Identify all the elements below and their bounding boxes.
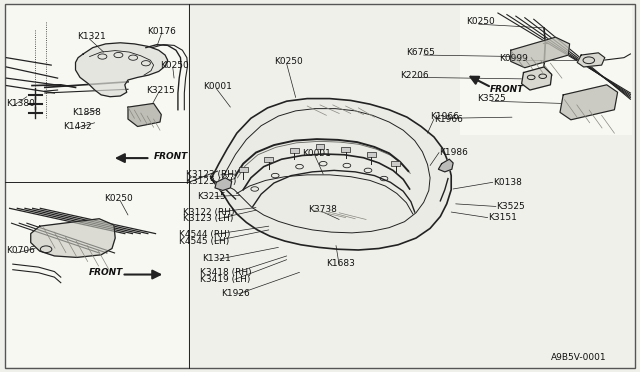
Text: K1432: K1432 (63, 122, 92, 131)
Text: K1321: K1321 (77, 32, 106, 41)
Text: K1986: K1986 (439, 148, 468, 157)
Text: K6765: K6765 (406, 48, 435, 57)
Text: K0001: K0001 (302, 149, 331, 158)
Polygon shape (522, 67, 552, 90)
Text: K0706: K0706 (6, 246, 35, 255)
Bar (6, 182, 188, 367)
Text: K3151: K3151 (488, 213, 516, 222)
Text: K1966: K1966 (434, 115, 463, 124)
Text: K2206: K2206 (400, 71, 429, 80)
Text: K1926: K1926 (221, 289, 250, 298)
Text: K0001: K0001 (204, 82, 232, 91)
Text: K0250: K0250 (466, 17, 495, 26)
Text: FRONT: FRONT (490, 85, 524, 94)
Polygon shape (128, 103, 161, 126)
Bar (391, 161, 400, 166)
Text: K4545 (LH): K4545 (LH) (179, 237, 230, 246)
Text: K3418 (RH): K3418 (RH) (200, 268, 252, 277)
Text: K4544 (RH): K4544 (RH) (179, 230, 230, 239)
Bar (341, 147, 350, 152)
Bar (367, 152, 376, 157)
Text: FRONT: FRONT (88, 268, 123, 277)
Polygon shape (31, 219, 115, 257)
Text: K1966: K1966 (430, 112, 459, 121)
Text: K0138: K0138 (493, 178, 522, 187)
Text: K3123 (LH): K3123 (LH) (186, 177, 236, 186)
Polygon shape (76, 43, 168, 97)
Text: K0250: K0250 (160, 61, 189, 70)
Text: K0999: K0999 (499, 54, 528, 62)
Text: K3215: K3215 (197, 192, 226, 201)
Text: K1858: K1858 (72, 108, 100, 117)
Text: K3525: K3525 (477, 94, 506, 103)
Text: K3122 (RH): K3122 (RH) (186, 170, 237, 179)
Polygon shape (577, 53, 605, 67)
Text: K0176: K0176 (147, 27, 176, 36)
Bar (264, 157, 273, 162)
Polygon shape (560, 85, 618, 120)
Polygon shape (211, 99, 451, 250)
Text: K3525: K3525 (496, 202, 525, 211)
Bar (460, 4, 632, 135)
Bar (290, 148, 299, 153)
Text: A9B5V-0001: A9B5V-0001 (552, 353, 607, 362)
Bar (6, 4, 188, 182)
Text: K3738: K3738 (308, 205, 337, 214)
Polygon shape (438, 159, 453, 172)
Text: K3123 (LH): K3123 (LH) (183, 214, 234, 223)
Text: FRONT: FRONT (154, 152, 188, 161)
Polygon shape (215, 178, 232, 190)
Bar (239, 167, 248, 172)
Bar (316, 144, 324, 149)
Text: K3419 (LH): K3419 (LH) (200, 275, 250, 284)
Text: K1321: K1321 (202, 254, 231, 263)
Polygon shape (511, 37, 570, 68)
Text: K3122 (RH): K3122 (RH) (183, 208, 234, 217)
Text: K1380: K1380 (6, 99, 35, 108)
Text: K1683: K1683 (326, 259, 355, 267)
Text: K0250: K0250 (274, 57, 303, 66)
Text: K0250: K0250 (104, 194, 132, 203)
Text: K3215: K3215 (146, 86, 175, 94)
